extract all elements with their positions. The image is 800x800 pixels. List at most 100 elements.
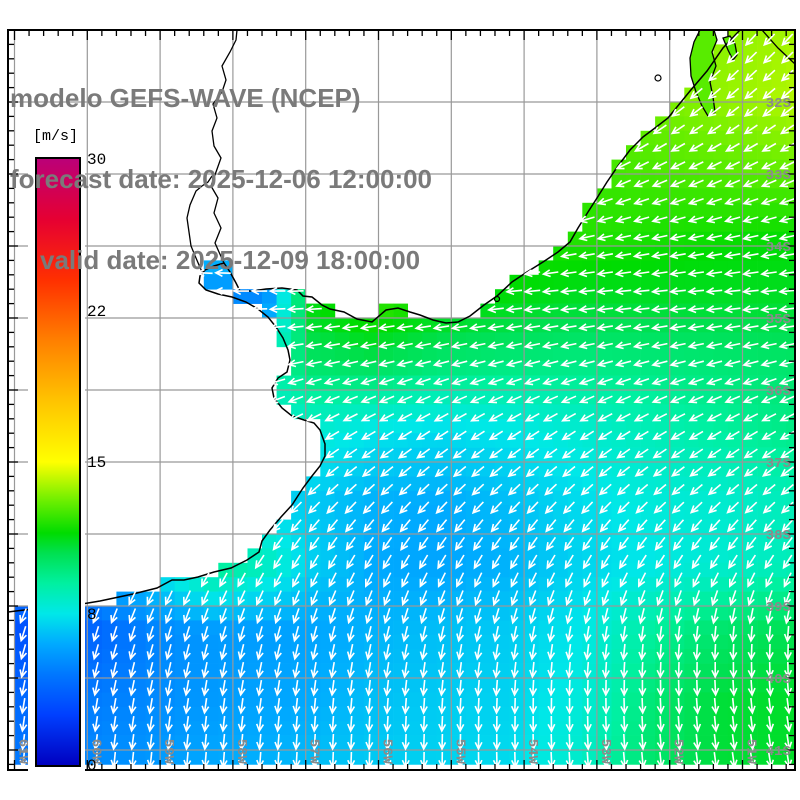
direction-arrow bbox=[669, 359, 686, 368]
direction-arrow bbox=[201, 626, 210, 643]
sea-cell bbox=[771, 591, 787, 607]
direction-arrow bbox=[438, 733, 447, 751]
sea-cell bbox=[320, 390, 336, 405]
direction-arrow bbox=[183, 590, 192, 606]
sea-cell bbox=[698, 130, 714, 146]
sea-cell bbox=[757, 361, 773, 376]
direction-arrow bbox=[474, 661, 483, 679]
sea-cell bbox=[422, 490, 438, 506]
direction-arrow bbox=[506, 395, 522, 404]
direction-arrow bbox=[692, 643, 701, 661]
direction-arrow bbox=[452, 430, 467, 441]
direction-arrow bbox=[781, 519, 794, 533]
sea-cell bbox=[757, 721, 773, 736]
sea-cell bbox=[407, 591, 423, 607]
sea-cell bbox=[451, 663, 467, 679]
sea-cell bbox=[640, 462, 656, 477]
direction-arrow bbox=[599, 519, 612, 533]
direction-arrow bbox=[450, 341, 468, 350]
direction-arrow bbox=[507, 448, 522, 459]
sea-cell bbox=[742, 130, 758, 146]
direction-arrow bbox=[365, 572, 374, 588]
sea-cell bbox=[131, 663, 146, 679]
sea-cell bbox=[247, 620, 263, 636]
direction-arrow bbox=[711, 662, 720, 679]
sea-cell bbox=[626, 476, 641, 492]
direction-arrow bbox=[489, 483, 503, 496]
sea-cell bbox=[669, 476, 685, 492]
sea-cell bbox=[786, 375, 795, 391]
direction-arrow bbox=[560, 359, 577, 368]
sea-cell bbox=[582, 346, 598, 362]
direction-arrow bbox=[565, 679, 574, 697]
direction-arrow bbox=[19, 626, 27, 643]
sea-cell bbox=[378, 505, 394, 520]
sea-cell bbox=[698, 577, 714, 592]
sea-cell bbox=[771, 620, 787, 636]
sea-cell bbox=[698, 634, 714, 650]
sea-cell bbox=[640, 260, 656, 276]
sea-cell bbox=[655, 202, 671, 218]
direction-arrow bbox=[256, 733, 265, 751]
sea-cell bbox=[727, 145, 743, 160]
sea-cell bbox=[203, 663, 219, 679]
sea-cell bbox=[611, 649, 627, 664]
direction-arrow bbox=[310, 715, 319, 733]
direction-arrow bbox=[783, 590, 792, 607]
sea-cell bbox=[567, 361, 583, 376]
sea-cell bbox=[349, 649, 365, 664]
direction-arrow bbox=[437, 626, 446, 643]
direction-arrow bbox=[342, 430, 358, 441]
direction-arrow bbox=[692, 608, 701, 625]
direction-arrow bbox=[674, 661, 683, 679]
sea-cell bbox=[538, 606, 554, 621]
direction-arrow bbox=[563, 519, 575, 533]
direction-arrow bbox=[746, 554, 757, 570]
direction-arrow bbox=[547, 590, 555, 607]
direction-arrow bbox=[19, 608, 27, 625]
sea-cell bbox=[553, 577, 569, 592]
direction-arrow bbox=[674, 733, 683, 751]
sea-cell bbox=[567, 548, 583, 564]
direction-arrow bbox=[705, 359, 723, 368]
sea-cell bbox=[262, 620, 277, 636]
sea-cell bbox=[538, 750, 554, 765]
direction-arrow bbox=[237, 626, 246, 643]
sea-cell bbox=[713, 462, 729, 477]
sea-cell bbox=[786, 678, 795, 693]
sea-cell bbox=[189, 678, 205, 693]
direction-arrow bbox=[705, 305, 723, 314]
sea-cell bbox=[320, 476, 336, 492]
direction-arrow bbox=[565, 715, 574, 733]
model-title: modelo GEFS-WAVE (NCEP) bbox=[10, 83, 361, 113]
sea-cell bbox=[655, 289, 671, 304]
sea-cell bbox=[727, 606, 743, 621]
direction-arrow bbox=[474, 733, 483, 751]
sea-cell bbox=[582, 692, 598, 708]
sea-cell bbox=[495, 490, 510, 506]
direction-arrow bbox=[578, 395, 595, 404]
sea-cell bbox=[596, 476, 612, 492]
direction-arrow bbox=[201, 661, 210, 679]
sea-cell bbox=[291, 289, 307, 304]
sea-cell bbox=[538, 620, 554, 636]
sea-cell bbox=[727, 303, 743, 319]
sea-cell bbox=[786, 649, 795, 664]
sea-cell bbox=[422, 735, 438, 751]
direction-arrow bbox=[673, 554, 684, 570]
direction-arrow bbox=[724, 179, 741, 188]
sea-cell bbox=[611, 476, 627, 492]
direction-arrow bbox=[128, 608, 137, 625]
sea-cell bbox=[786, 58, 795, 74]
direction-arrow bbox=[779, 413, 795, 422]
sea-cell bbox=[116, 721, 132, 736]
direction-arrow bbox=[237, 661, 246, 679]
sea-cell bbox=[262, 678, 277, 693]
direction-arrow bbox=[528, 590, 537, 607]
coastline bbox=[8, 30, 795, 613]
sea-cell bbox=[363, 519, 379, 535]
direction-arrow bbox=[146, 626, 155, 643]
sea-cell bbox=[524, 346, 540, 362]
direction-arrow bbox=[328, 608, 337, 625]
direction-arrow bbox=[452, 465, 467, 478]
